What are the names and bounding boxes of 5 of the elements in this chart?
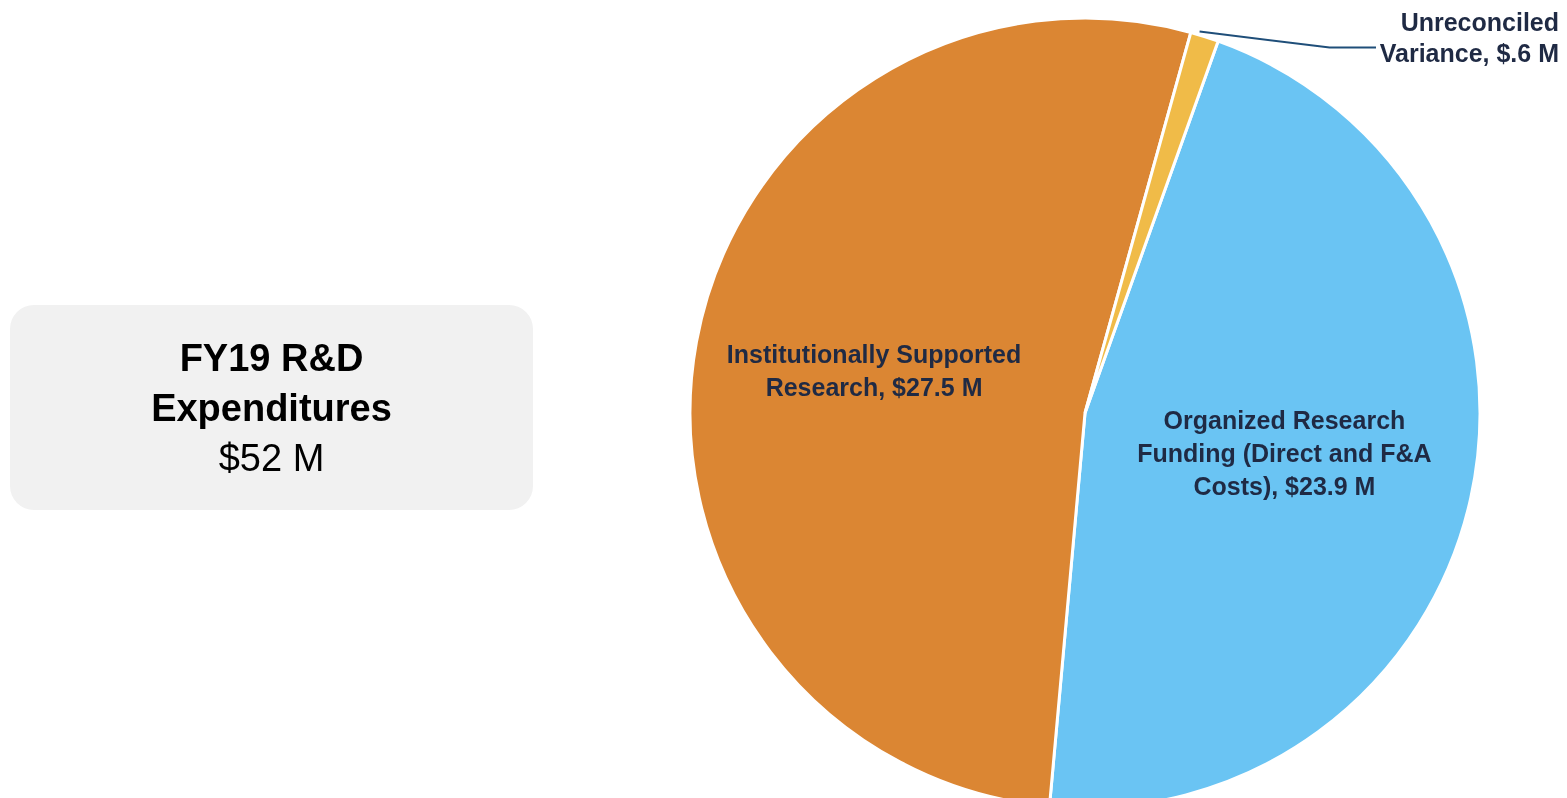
slice-label: Unreconciled Variance, $.6 M <box>1379 8 1559 67</box>
slice-label: Organized Research Funding (Direct and F&A Costs), $23.9 M <box>1137 406 1432 501</box>
text: FY19 R&D Expenditures <box>150 335 393 431</box>
text: $52 M <box>218 435 325 481</box>
slice-label: Institutionally Supported Research, $27.5 M <box>726 339 1022 401</box>
